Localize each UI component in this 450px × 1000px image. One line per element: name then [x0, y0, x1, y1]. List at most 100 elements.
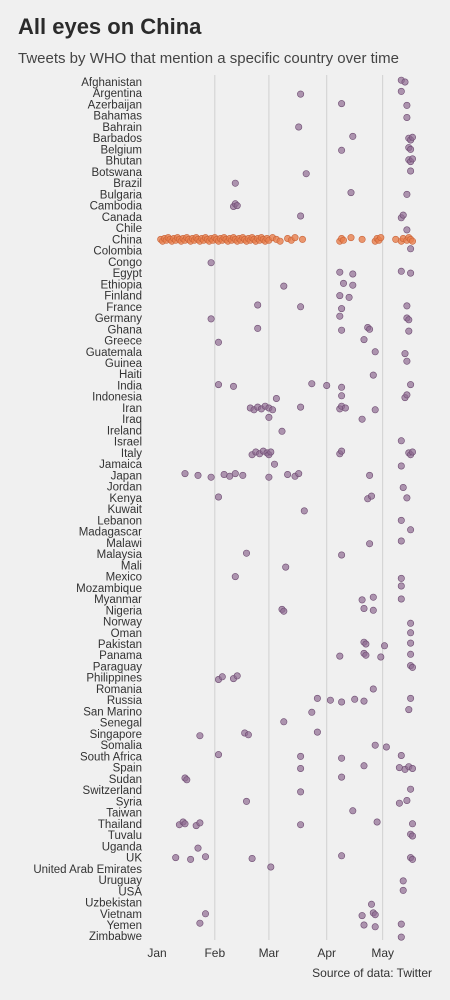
tweet-point: [369, 685, 377, 693]
tweet-point: [297, 788, 305, 796]
country-label: Germany: [95, 313, 143, 325]
tweet-point: [339, 279, 347, 287]
tweet-point: [360, 762, 368, 770]
tweet-point: [403, 226, 411, 234]
tweet-point: [280, 282, 288, 290]
tweet-point: [397, 582, 405, 590]
country-label: France: [106, 302, 142, 314]
tweet-point: [231, 470, 239, 478]
country-label: Mali: [121, 560, 142, 572]
tweet-point: [349, 270, 357, 278]
tweet-point: [380, 642, 388, 650]
tweet-point: [284, 470, 292, 478]
country-label: Guatemala: [86, 347, 143, 359]
tweet-point: [371, 741, 379, 749]
country-label: UK: [126, 853, 142, 865]
tweet-point: [397, 267, 405, 275]
tweet-point: [351, 695, 359, 703]
tweet-point: [349, 807, 357, 815]
country-label: Canada: [102, 212, 143, 224]
country-label: Philippines: [86, 673, 142, 685]
tweet-point: [377, 653, 385, 661]
tweet-point: [369, 371, 377, 379]
country-label: Singapore: [90, 729, 142, 741]
china-tweet-point: [347, 234, 355, 242]
tweet-point: [405, 327, 413, 335]
tweet-point: [397, 595, 405, 603]
tweet-point: [373, 818, 381, 826]
tweet-point: [336, 312, 344, 320]
tweet-point: [403, 190, 411, 198]
tweet-point: [405, 316, 413, 324]
country-label: Malawi: [106, 538, 142, 550]
tweet-point: [408, 133, 416, 141]
country-label: Spain: [113, 763, 142, 775]
china-tweet-point: [291, 234, 299, 242]
tweet-point: [254, 324, 262, 332]
tweet-point: [297, 752, 305, 760]
tweet-point: [349, 281, 357, 289]
tweet-point: [397, 537, 405, 545]
tweet-point: [405, 706, 413, 714]
tweet-point: [215, 338, 223, 346]
tweet-point: [371, 348, 379, 356]
tweet-point: [407, 526, 415, 534]
tweet-point: [336, 268, 344, 276]
x-tick-label: May: [371, 946, 394, 960]
tweet-point: [297, 212, 305, 220]
tweet-point: [397, 933, 405, 941]
tweet-point: [336, 652, 344, 660]
tweet-point: [313, 694, 321, 702]
country-label: Oman: [111, 628, 142, 640]
tweet-point: [187, 855, 195, 863]
tweet-point: [407, 381, 415, 389]
country-label: Italy: [121, 448, 142, 460]
tweet-point: [401, 350, 409, 358]
tweet-point: [397, 920, 405, 928]
country-label: Romania: [96, 684, 143, 696]
tweet-point: [282, 563, 290, 571]
data-points: [157, 76, 416, 941]
tweet-point: [338, 383, 346, 391]
country-label: Lebanon: [97, 515, 142, 527]
x-tick-label: Jan: [147, 946, 166, 960]
country-label: Ethiopia: [100, 279, 142, 291]
country-label: Guinea: [105, 358, 143, 370]
country-label: Bulgaria: [100, 189, 143, 201]
tweet-point: [226, 472, 234, 480]
tweet-point: [218, 673, 226, 681]
tweet-point: [382, 743, 390, 751]
tweet-point: [408, 832, 416, 840]
country-label: Egypt: [113, 268, 143, 280]
tweet-point: [360, 604, 368, 612]
country-label: San Marino: [83, 706, 142, 718]
tweet-point: [338, 754, 346, 762]
country-label: Syria: [116, 796, 143, 808]
country-label: Haiti: [119, 369, 142, 381]
country-label: Azerbaijan: [88, 99, 142, 111]
country-label: Colombia: [93, 246, 142, 258]
tweet-point: [360, 697, 368, 705]
tweet-point: [371, 911, 379, 919]
tweet-point: [336, 292, 344, 300]
tweet-point: [248, 854, 256, 862]
country-label: Israel: [114, 437, 142, 449]
country-label: Pakistan: [98, 639, 142, 651]
country-label: Brazil: [113, 178, 142, 190]
tweet-point: [338, 326, 346, 334]
country-label: Mexico: [106, 572, 142, 584]
tweet-point: [338, 392, 346, 400]
tweet-point: [295, 470, 303, 478]
tweet-point: [181, 470, 189, 478]
country-label: Iran: [122, 403, 142, 415]
tweet-point: [297, 403, 305, 411]
country-label: Norway: [103, 617, 142, 629]
tweet-point: [280, 607, 288, 615]
country-label: Uruguay: [99, 875, 143, 887]
country-label: Barbados: [93, 133, 142, 145]
tweet-point: [407, 785, 415, 793]
tweet-point: [239, 471, 247, 479]
country-label: Malaysia: [97, 549, 143, 561]
country-label: Switzerland: [83, 785, 142, 797]
tweet-point: [360, 336, 368, 344]
